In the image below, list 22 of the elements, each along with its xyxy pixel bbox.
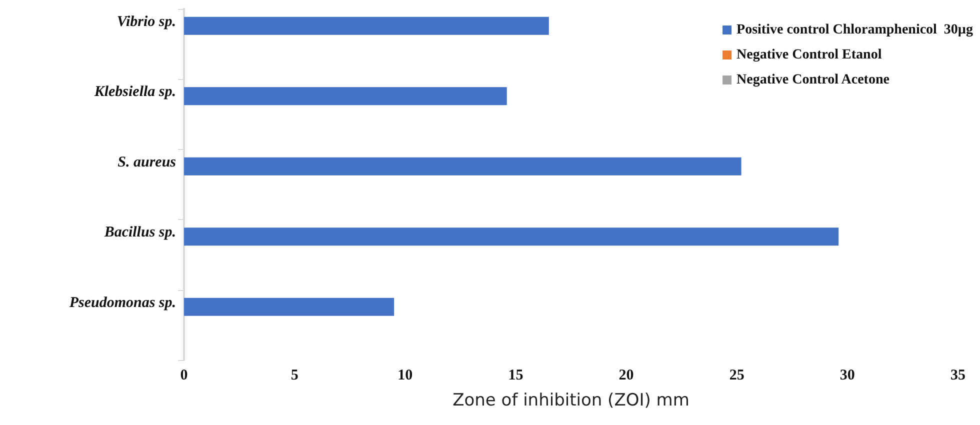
x-tick-label: 20 xyxy=(618,368,634,384)
bar xyxy=(184,228,839,246)
x-tick-label: 0 xyxy=(180,368,188,384)
y-tick-label: Bacillus sp. xyxy=(103,224,176,241)
bar xyxy=(184,157,742,176)
bar xyxy=(184,16,549,35)
y-tick-label: Pseudomonas sp. xyxy=(69,294,176,311)
bar xyxy=(184,87,507,106)
x-axis-title: Zone of inhibition (ZOI) mm xyxy=(452,390,690,410)
legend-label: Negative Control Acetone xyxy=(736,72,890,88)
y-tick-label: S. aureus xyxy=(118,154,176,170)
x-tick-label: 10 xyxy=(398,368,413,384)
x-tick-label: 25 xyxy=(729,368,744,384)
bar xyxy=(184,298,394,316)
legend-label: Negative Control Etanol xyxy=(736,48,882,62)
y-tick-label: Vibrio sp. xyxy=(116,14,176,30)
x-tick-label: 30 xyxy=(840,368,855,384)
x-tick-label: 35 xyxy=(950,368,966,384)
legend-label: Positive control Chloramphenicol 30µg xyxy=(736,22,974,38)
y-tick-label: Klebsiella sp. xyxy=(93,84,176,100)
x-tick-label: 5 xyxy=(290,368,298,384)
x-tick-label: 15 xyxy=(508,368,524,384)
